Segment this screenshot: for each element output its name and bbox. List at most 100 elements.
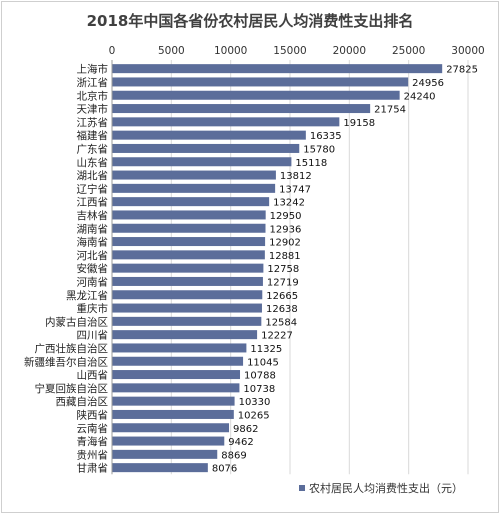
category-label: 四川省 (77, 329, 109, 342)
data-label: 9462 (228, 437, 253, 448)
category-label: 河北省 (77, 249, 109, 262)
bar (112, 117, 340, 127)
bar (112, 449, 218, 459)
data-label: 24956 (412, 78, 444, 89)
bar (112, 276, 263, 286)
data-label: 16335 (310, 131, 342, 142)
bar (112, 463, 208, 473)
x-tick-label: 10000 (214, 45, 247, 57)
category-label: 重庆市 (77, 302, 109, 315)
category-label: 云南省 (77, 422, 109, 435)
category-label: 湖南省 (77, 222, 109, 235)
bars (112, 64, 443, 473)
category-label: 福建省 (77, 129, 109, 142)
category-label: 辽宁省 (77, 182, 109, 195)
data-label: 13747 (279, 184, 311, 195)
data-label: 24240 (404, 91, 436, 102)
category-label: 浙江省 (77, 76, 109, 89)
data-label: 12936 (270, 224, 302, 235)
bar (112, 237, 266, 247)
x-tick-label: 20000 (333, 45, 366, 57)
data-label: 15118 (295, 158, 327, 169)
category-label: 天津市 (77, 103, 109, 116)
bar (112, 290, 263, 300)
category-label: 内蒙古自治区 (45, 315, 108, 328)
data-label: 12638 (266, 304, 298, 315)
bar (112, 170, 276, 180)
data-label: 12950 (270, 211, 302, 222)
category-label: 安徽省 (77, 262, 109, 275)
bar (112, 90, 400, 100)
bar (112, 303, 262, 313)
chart-title: 2018年中国各省份农村居民人均消费性支出排名 (87, 12, 414, 30)
category-label: 陕西省 (77, 408, 109, 421)
bar (112, 436, 225, 446)
bar (112, 130, 306, 140)
category-label: 吉林省 (77, 209, 109, 222)
category-label: 黑龙江省 (66, 289, 108, 302)
legend: 农村居民人均消费性支出（元） (299, 481, 463, 495)
bar (112, 157, 292, 167)
data-label: 10265 (238, 410, 270, 421)
data-label: 21754 (374, 105, 406, 116)
legend-swatch (299, 485, 305, 491)
data-label: 12881 (269, 251, 301, 262)
data-label: 10788 (244, 371, 276, 382)
category-label: 广东省 (77, 142, 109, 155)
data-label: 27825 (446, 65, 478, 76)
data-label: 11325 (250, 344, 282, 355)
bar (112, 263, 264, 273)
category-label: 新疆维吾尔自治区 (24, 355, 108, 368)
category-label: 海南省 (77, 236, 109, 249)
category-label: 江西省 (77, 196, 109, 209)
data-label: 9862 (233, 424, 258, 435)
data-label: 12719 (267, 277, 299, 288)
data-label: 13242 (273, 198, 305, 209)
data-label: 13812 (280, 171, 312, 182)
bar (112, 423, 230, 433)
category-label: 山西省 (77, 369, 109, 382)
bar (112, 356, 244, 366)
data-label: 11045 (247, 357, 279, 368)
bar (112, 223, 266, 233)
bar (112, 77, 409, 87)
category-label: 山东省 (77, 156, 109, 169)
bar (112, 316, 262, 326)
data-label: 8869 (221, 450, 246, 461)
x-tick-label: 30000 (451, 45, 484, 57)
category-label: 贵州省 (77, 448, 109, 461)
bar (112, 330, 258, 340)
bar (112, 343, 247, 353)
category-label: 江苏省 (77, 116, 109, 129)
data-label: 12758 (267, 264, 299, 275)
bar (112, 197, 270, 207)
data-label: 12584 (265, 317, 297, 328)
data-label: 12227 (261, 331, 293, 342)
category-label: 上海市 (77, 63, 109, 76)
bar (112, 210, 266, 220)
data-label: 19158 (343, 118, 375, 129)
x-tick-label: 0 (109, 45, 116, 57)
bar (112, 409, 234, 419)
legend-label: 农村居民人均消费性支出（元） (309, 481, 463, 495)
x-tick-label: 5000 (158, 45, 185, 57)
bar (112, 143, 300, 153)
category-label: 西藏自治区 (56, 395, 109, 408)
bar (112, 370, 241, 380)
category-label: 广西壮族自治区 (35, 342, 109, 355)
x-axis: 0 5000 10000 15000 20000 25000 30000 (109, 45, 485, 57)
data-label: 12902 (269, 238, 301, 249)
category-label: 河南省 (77, 275, 109, 288)
category-label: 宁夏回族自治区 (35, 382, 109, 395)
category-label: 青海省 (77, 435, 109, 448)
bar (112, 183, 276, 193)
bar (112, 104, 371, 114)
data-label: 8076 (212, 464, 237, 475)
category-label: 北京市 (77, 89, 109, 102)
data-label: 12665 (266, 291, 298, 302)
category-label: 湖北省 (77, 169, 109, 182)
data-label: 10330 (239, 397, 271, 408)
